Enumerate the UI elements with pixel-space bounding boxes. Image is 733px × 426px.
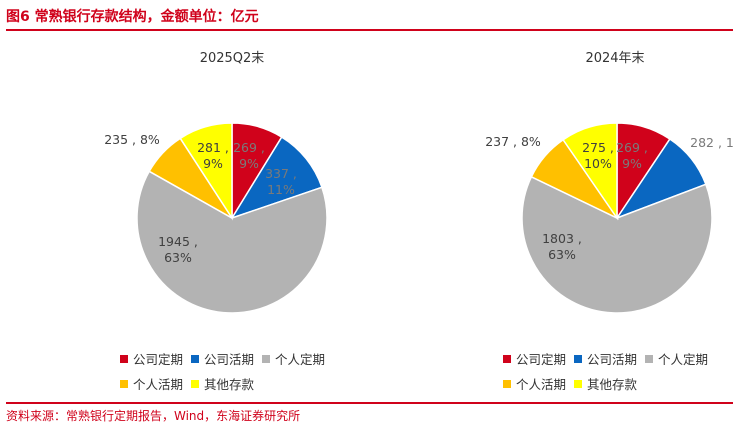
legend-swatch-公司定期	[120, 354, 128, 363]
legend-item-公司定期: 公司定期	[503, 349, 566, 368]
data-label-公司活期: 282 , 1	[690, 135, 733, 150]
data-label-公司定期: 269 , 9%	[233, 140, 265, 171]
legend-item-其他存款: 其他存款	[191, 374, 254, 393]
data-label-其他存款: 275 , 10%	[582, 140, 614, 171]
data-label-其他存款: 281 , 9%	[197, 140, 229, 171]
pie-chart-2024: 269 , 9% 282 , 1 1803 , 63% 237 , 8% 275 , 10%	[485, 122, 733, 314]
legend-item-公司活期: 公司活期	[191, 349, 254, 368]
pie-slice-其他存款	[179, 122, 233, 221]
pie-title-2025q2: 2025Q2末	[200, 51, 265, 66]
data-label-个人活期: 235 , 8%	[104, 132, 160, 147]
legend-swatch-其他存款	[574, 379, 583, 388]
legend-swatch-个人活期	[120, 379, 128, 388]
data-label-个人定期: 1945 , 63%	[158, 234, 198, 265]
figure-title: 图6 常熟银行存款结构，金额单位：亿元	[6, 9, 259, 25]
pie-chart-2025q2: 269 , 9%337 , 11% 1945 , 63% 235 , 8% 281 , 9%	[104, 122, 328, 314]
legend-label: 其他存款	[587, 377, 638, 392]
legend-2024: 公司定期 公司活期 个人定期 个人活期 其他存款	[503, 349, 708, 393]
legend-label: 公司活期	[204, 352, 255, 367]
data-label-个人活期: 237 , 8%	[485, 134, 541, 149]
legend-label: 个人定期	[275, 352, 326, 367]
legend-label: 个人定期	[658, 352, 709, 367]
pie-charts-canvas: 2025Q2末 2024年末 269 , 9%337 , 11%1945 , 63%2…	[104, 51, 733, 314]
legend-item-公司定期: 公司定期	[120, 349, 183, 368]
legend-label: 公司定期	[516, 352, 567, 367]
legend-swatch-个人定期	[645, 354, 654, 363]
footer-divider	[6, 402, 733, 404]
pie-slice-个人定期	[136, 170, 328, 314]
title-divider	[6, 29, 733, 31]
legend-swatch-公司活期	[574, 354, 583, 363]
pie-title-2024: 2024年末	[585, 51, 644, 66]
legend-label: 公司定期	[133, 352, 184, 367]
data-label-个人定期: 1803 , 63%	[542, 231, 582, 262]
legend-label: 其他存款	[204, 377, 255, 392]
legend-label: 公司活期	[587, 352, 638, 367]
pie-slice-个人定期	[521, 175, 713, 314]
legend-item-个人活期: 个人活期	[503, 374, 566, 393]
legend-swatch-个人定期	[262, 354, 271, 363]
legend-label: 个人活期	[516, 377, 567, 392]
data-label-公司活期: 337 , 11%	[265, 166, 297, 197]
legend-item-公司活期: 公司活期	[574, 349, 637, 368]
data-label-公司定期: 269 , 9%	[616, 140, 648, 171]
legend-swatch-个人活期	[503, 379, 511, 388]
legend-item-个人定期: 个人定期	[645, 349, 708, 368]
legend-swatch-公司定期	[503, 354, 511, 363]
legend-item-其他存款: 其他存款	[574, 374, 637, 393]
legend-item-个人定期: 个人定期	[262, 349, 325, 368]
legend-swatch-其他存款	[191, 379, 200, 388]
legend-swatch-公司活期	[191, 354, 200, 363]
pie-slice-公司活期	[230, 136, 323, 220]
legend-item-个人活期: 个人活期	[120, 374, 183, 393]
pie-slice-其他存款	[562, 122, 618, 221]
legend-label: 个人活期	[133, 377, 184, 392]
source-note: 资料来源：常熟银行定期报告，Wind，东海证券研究所	[6, 409, 301, 423]
legend-2025q2: 公司定期 公司活期 个人定期 个人活期 其他存款	[120, 349, 325, 393]
